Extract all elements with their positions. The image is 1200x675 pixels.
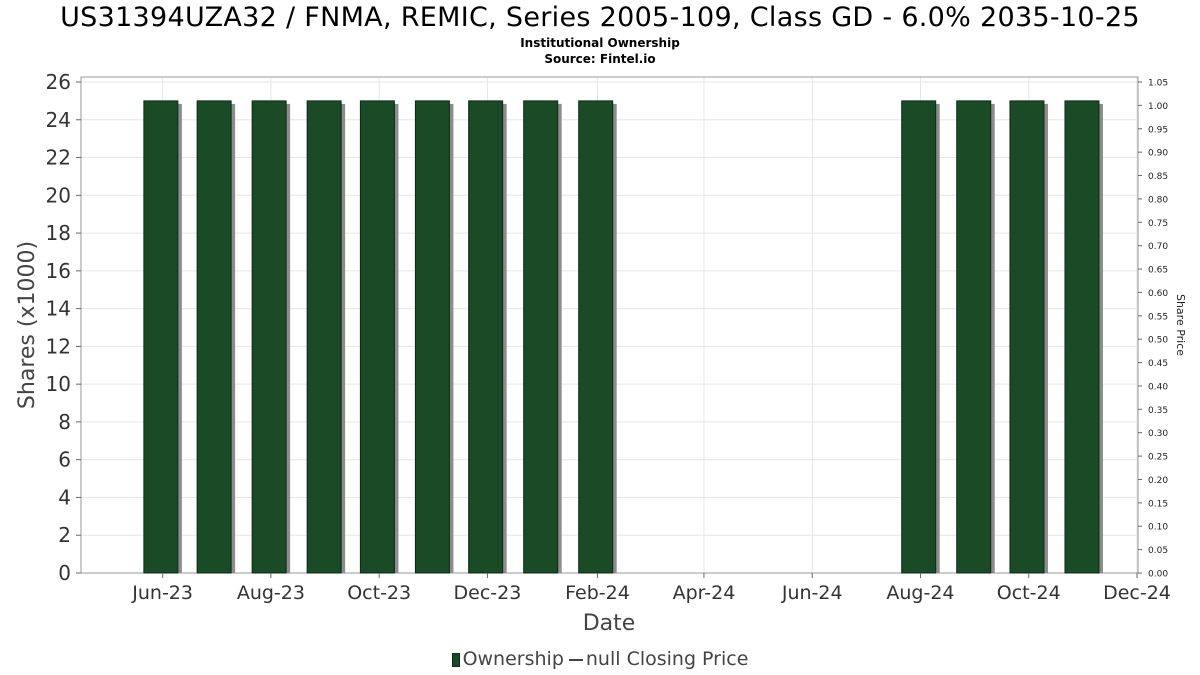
ownership-bar (251, 100, 287, 574)
ownership-legend-swatch (451, 652, 460, 667)
y2-tick-label: 0.70 (1148, 242, 1168, 252)
y2-tick-label: 1.05 (1148, 79, 1168, 89)
x-tick-label: Dec-24 (1103, 582, 1171, 604)
right-axis-ticks: 0.00 0.05 0.10 0.15 0.20 0.25 0.30 0.35 0.40 0.45… (1138, 79, 1168, 580)
x-tick-label: Aug-23 (237, 582, 305, 604)
y-tick-label: 8 (58, 410, 71, 434)
ownership-bar (414, 100, 450, 574)
ownership-legend-label: Ownership (462, 648, 564, 670)
y-tick-label: 18 (46, 221, 71, 245)
y2-tick-label: 0.35 (1148, 406, 1168, 416)
ownership-bar (1009, 100, 1045, 574)
y2-tick-label: 0.60 (1148, 289, 1168, 299)
y2-tick-label: 0.45 (1148, 359, 1168, 369)
ownership-bars (143, 100, 1103, 574)
y2-tick-label: 0.25 (1148, 453, 1168, 463)
y-tick-label: 10 (46, 372, 71, 396)
ownership-bar (1064, 100, 1100, 574)
y2-tick-label: 0.00 (1148, 570, 1168, 580)
x-tick-label: Jun-23 (131, 582, 193, 604)
y2-tick-label: 1.00 (1148, 102, 1168, 112)
chart-title: US31394UZA32 / FNMA, REMIC, Series 2005-… (60, 2, 1140, 33)
chart-source: Source: Fintel.io (544, 52, 656, 66)
ownership-bar (956, 100, 992, 574)
y2-tick-label: 0.10 (1148, 523, 1168, 533)
x-tick-label: Aug-24 (886, 582, 954, 604)
x-tick-label: Dec-23 (454, 582, 522, 604)
ownership-bar (523, 100, 559, 574)
x-tick-label: Jun-24 (781, 582, 843, 604)
y-tick-label: 2 (58, 523, 71, 547)
y-tick-label: 4 (58, 485, 71, 509)
y2-axis-label: Share Price (1174, 294, 1187, 356)
y2-tick-label: 0.05 (1148, 546, 1168, 556)
ownership-bar (901, 100, 937, 574)
ownership-bar (143, 100, 179, 574)
y-tick-label: 26 (46, 70, 71, 94)
y2-tick-label: 0.20 (1148, 476, 1168, 486)
chart-subtitle: Institutional Ownership (520, 36, 680, 50)
x-axis-label: Date (583, 611, 636, 636)
ownership-bar (359, 100, 395, 574)
y-tick-label: 6 (58, 448, 71, 472)
x-tick-label: Apr-24 (673, 582, 736, 604)
y2-tick-label: 0.80 (1148, 195, 1168, 205)
y2-tick-label: 0.15 (1148, 499, 1168, 509)
y-tick-label: 22 (46, 146, 71, 170)
y2-tick-label: 0.95 (1148, 125, 1168, 135)
y2-tick-label: 0.40 (1148, 382, 1168, 392)
ownership-bar (578, 100, 614, 574)
y-tick-label: 14 (46, 297, 71, 321)
ownership-bar (196, 100, 232, 574)
y-axis-label: Shares (x1000) (15, 241, 40, 409)
y-tick-label: 20 (46, 183, 71, 207)
y-tick-label: 12 (46, 334, 71, 358)
y2-tick-label: 0.30 (1148, 429, 1168, 439)
y2-tick-label: 0.75 (1148, 219, 1168, 229)
y-tick-label: 16 (46, 259, 71, 283)
x-tick-label: Oct-24 (997, 582, 1061, 604)
y2-tick-label: 0.50 (1148, 336, 1168, 346)
y-tick-label: 24 (46, 108, 71, 132)
price-legend-label: null Closing Price (585, 648, 749, 670)
ownership-bar (306, 100, 342, 574)
ownership-bar (468, 100, 504, 574)
x-tick-label: Feb-24 (565, 582, 630, 604)
y-tick-label: 0 (58, 561, 71, 585)
y2-tick-label: 0.65 (1148, 266, 1168, 276)
x-tick-label: Oct-23 (347, 582, 411, 604)
y2-tick-label: 0.55 (1148, 312, 1168, 322)
price-legend-line (568, 658, 583, 661)
chart-legend: Ownership null Closing Price (0, 648, 1200, 670)
x-axis-ticks: Jun-23 Aug-23 Oct-23 Dec-23 Feb-24 Apr-24 Jun-… (131, 573, 1171, 604)
y2-tick-label: 0.85 (1148, 172, 1168, 182)
y2-tick-label: 0.90 (1148, 149, 1168, 159)
